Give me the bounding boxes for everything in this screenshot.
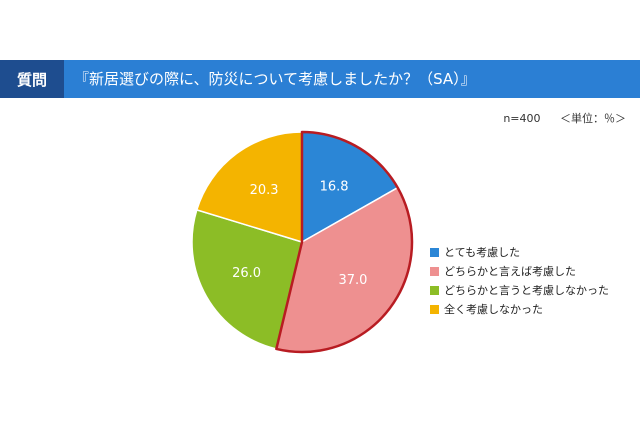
legend-swatch — [430, 285, 439, 295]
data-label-very-considered: 16.8 — [320, 179, 349, 194]
legend-swatch — [430, 247, 439, 257]
sample-size: n=400 — [503, 112, 541, 125]
pie-slice-somewhat-not-considered — [191, 208, 303, 350]
question-text: 『新居選びの際に、防災について考慮しましたか？（SA）』 — [74, 70, 476, 88]
legend-item-very-considered: とても考慮した — [430, 243, 609, 261]
legend-swatch — [430, 266, 439, 276]
legend-label: どちらかと言えば考慮した — [444, 265, 576, 278]
unit-label: ＜単位：％＞ — [560, 112, 626, 125]
legend-item-somewhat-not-considered: どちらかと言うと考慮しなかった — [430, 281, 609, 299]
legend-label: とても考慮した — [444, 246, 521, 259]
highlight-outline — [275, 130, 414, 354]
legend-swatch — [430, 304, 439, 314]
data-label-somewhat-not-considered: 26.0 — [232, 266, 261, 281]
question-header-bar — [0, 60, 640, 98]
chart-legend: とても考慮したどちらかと言えば考慮したどちらかと言うと考慮しなかった 全く考慮しな… — [430, 243, 609, 319]
question-label: 質問 — [0, 60, 64, 98]
data-label-somewhat-considered: 37.0 — [339, 273, 368, 288]
legend-label: 全く考慮しなかった — [444, 303, 543, 316]
data-label-not-considered: 20.3 — [250, 183, 279, 198]
legend-item-not-considered: 全く考慮しなかった — [430, 300, 609, 318]
pie-slice-not-considered — [195, 131, 303, 244]
legend-item-somewhat-considered: どちらかと言えば考慮した — [430, 262, 609, 280]
legend-label: どちらかと言うと考慮しなかった — [444, 284, 609, 297]
chart-meta: n=400 ＜単位：％＞ — [503, 110, 626, 126]
